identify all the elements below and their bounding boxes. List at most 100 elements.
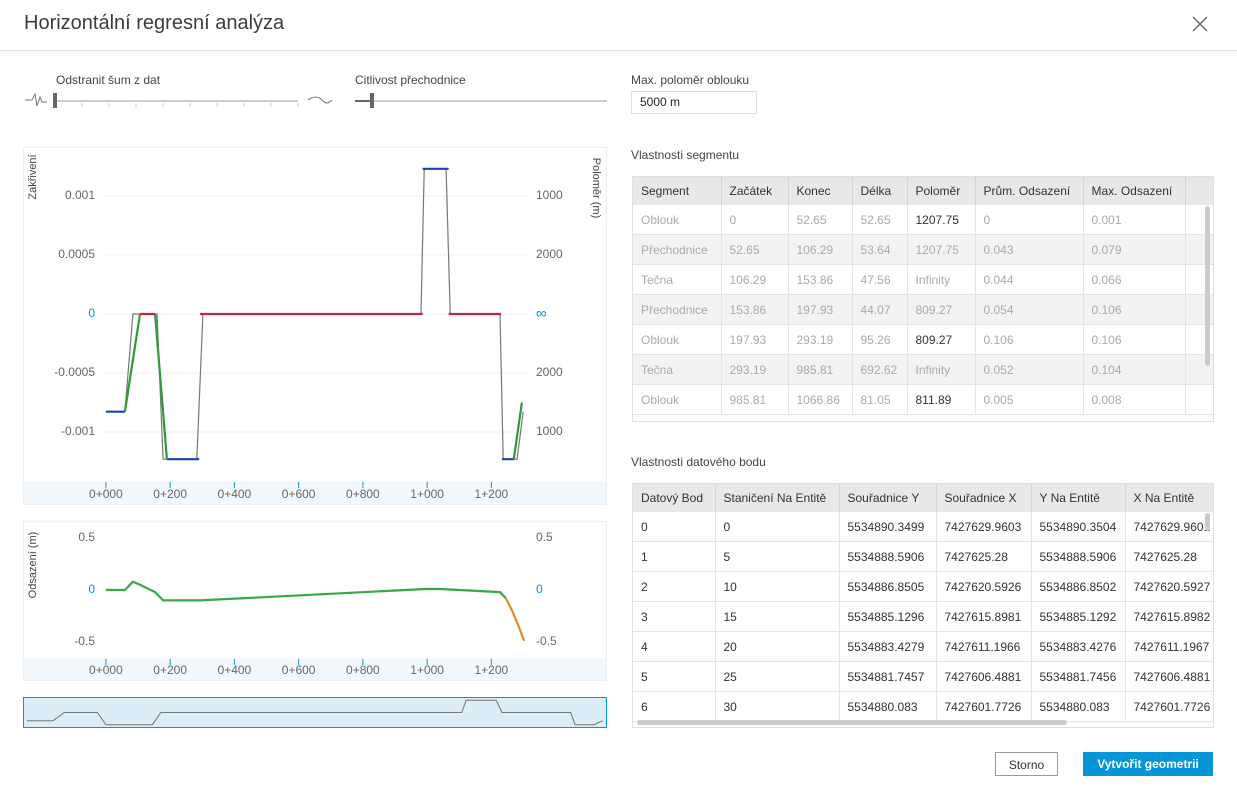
- table-row[interactable]: Tečna 106.29 153.86 47.56 Infinity 0.044 0.066: [633, 264, 1213, 295]
- table-cell: 0.079: [1083, 234, 1186, 265]
- y2-tick-label: -0.5: [536, 634, 557, 648]
- table-cell: 4: [633, 631, 716, 662]
- table-cell: 7427629.9603: [936, 512, 1032, 542]
- y-tick-label: -0.5: [74, 634, 95, 648]
- segments-table-wrap: Segment Začátek Konec Délka Poloměr Prům. Ods…: [632, 176, 1214, 422]
- table-cell: 95.26: [852, 324, 908, 355]
- table-cell: 5534880.083: [1031, 691, 1126, 722]
- table-cell: 5534886.8505: [839, 571, 937, 602]
- table-cell: 197.93: [788, 294, 853, 325]
- table-cell: 5534885.1292: [1031, 601, 1126, 632]
- table-cell: 1066.86: [788, 384, 853, 415]
- table-cell: 7427615.8982: [1125, 601, 1213, 632]
- table-cell: 7427620.5927: [1125, 571, 1213, 602]
- table-cell: 809.27: [907, 324, 976, 355]
- offset-axis-band: [24, 658, 606, 680]
- table-cell: 0: [975, 205, 1084, 235]
- table-cell: 5534883.4279: [839, 631, 937, 662]
- table-row[interactable]: 1 5 5534888.5906 7427625.28 5534888.5906 7427…: [633, 541, 1213, 572]
- y-tick-label: 0.0005: [58, 247, 95, 261]
- table-row[interactable]: Oblouk 197.93 293.19 95.26 809.27 0.106 0.106: [633, 324, 1213, 355]
- table-cell: 47.56: [852, 264, 908, 295]
- create-button[interactable]: Vytvořit geometrii: [1083, 752, 1213, 776]
- table-cell: 0.001: [1083, 205, 1186, 235]
- transition-slider-handle[interactable]: [370, 93, 374, 108]
- close-icon: [1192, 16, 1208, 32]
- table-cell: 0: [721, 205, 789, 235]
- overview-line: [27, 699, 603, 726]
- table-cell: 10: [715, 571, 840, 602]
- table-cell: 7427606.4881: [936, 661, 1032, 692]
- table-cell: 0.106: [975, 324, 1084, 355]
- table-cell: 106.29: [788, 234, 853, 265]
- table-row[interactable]: 3 15 5534885.1296 7427615.8981 5534885.1292 7…: [633, 601, 1213, 632]
- table-cell: 30: [715, 691, 840, 722]
- x-tick-label: 0+200: [153, 487, 187, 501]
- close-button[interactable]: [1190, 14, 1210, 34]
- table-row[interactable]: Přechodnice 153.86 197.93 44.07 809.27 0.054 0…: [633, 294, 1213, 325]
- series-line: [105, 580, 507, 602]
- noise-slider-handle[interactable]: [53, 93, 57, 108]
- table-cell: 7427601.7726: [1125, 691, 1213, 722]
- points-table: Datový Bod Staničení Na Entitě Souřadnice …: [633, 484, 1213, 722]
- table-cell: 5534885.1296: [839, 601, 937, 632]
- x-tick-label: 0+600: [282, 487, 316, 501]
- x-tick-label: 1+000: [410, 663, 444, 677]
- column-header: Prům. Odsazení: [975, 177, 1084, 205]
- x-tick-label: 0+800: [346, 487, 380, 501]
- y2-tick-label: 0.5: [536, 530, 553, 544]
- table-cell: 293.19: [788, 324, 853, 355]
- noise-slider-ticks: [54, 103, 299, 107]
- radius-label: Max. poloměr oblouku: [631, 73, 750, 87]
- table-cell: 7427606.4881: [1125, 661, 1213, 692]
- y2-tick-label: 2000: [536, 365, 563, 379]
- table-cell: 5534881.7457: [839, 661, 937, 692]
- points-v-scrollbar[interactable]: [1205, 513, 1210, 531]
- curvature-axis-band: [24, 481, 606, 504]
- table-row[interactable]: 6 30 5534880.083 7427601.7726 5534880.083 742…: [633, 691, 1213, 722]
- table-row[interactable]: Oblouk 985.81 1066.86 81.05 811.89 0.005 0.008: [633, 384, 1213, 415]
- cancel-button[interactable]: Storno: [995, 752, 1058, 776]
- points-table-wrap: Datový Bod Staničení Na Entitě Souřadnice …: [632, 483, 1214, 728]
- points-h-scrollbar[interactable]: [637, 720, 1067, 725]
- table-row[interactable]: 0 0 5534890.3499 7427629.9603 5534890.3504 74…: [633, 512, 1213, 542]
- table-cell: 985.81: [721, 384, 789, 415]
- x-tick-label: 1+200: [475, 487, 509, 501]
- table-row[interactable]: 2 10 5534886.8505 7427620.5926 5534886.8502 7…: [633, 571, 1213, 602]
- table-cell: 81.05: [852, 384, 908, 415]
- x-tick-label: 0+000: [89, 487, 123, 501]
- noise-label: Odstranit šum z dat: [56, 73, 161, 87]
- table-cell: 7427620.5926: [936, 571, 1032, 602]
- segments-scrollbar[interactable]: [1205, 206, 1210, 366]
- table-row[interactable]: 4 20 5534883.4279 7427611.1966 5534883.4276 7…: [633, 631, 1213, 662]
- table-cell: 809.27: [907, 294, 976, 325]
- table-cell: Infinity: [907, 264, 976, 295]
- y-axis-label: Zakřivení: [27, 154, 39, 199]
- table-row[interactable]: Tečna 293.19 985.81 692.62 Infinity 0.052 0.10…: [633, 354, 1213, 385]
- table-cell: 0.044: [975, 264, 1084, 295]
- table-row[interactable]: Přechodnice 52.65 106.29 53.64 1207.75 0.043 0…: [633, 234, 1213, 265]
- series-line: [105, 167, 514, 461]
- radius-input[interactable]: 5000 m: [631, 91, 757, 114]
- table-cell: 44.07: [852, 294, 908, 325]
- y2-tick-label: 1000: [536, 424, 563, 438]
- table-cell: 5534881.7456: [1031, 661, 1126, 692]
- table-cell: 0.052: [975, 354, 1084, 385]
- y-tick-label: -0.0005: [54, 365, 95, 379]
- table-cell: 0.106: [1083, 324, 1186, 355]
- column-header: Souřadnice X: [936, 484, 1032, 512]
- table-cell: 3: [633, 601, 716, 632]
- y2-tick-label: 2000: [536, 247, 563, 261]
- table-cell: 0.106: [1083, 294, 1186, 325]
- x-tick-label: 0+400: [218, 663, 252, 677]
- y2-tick-label: 0: [536, 582, 543, 596]
- table-row[interactable]: Oblouk 0 52.65 52.65 1207.75 0 0.001: [633, 205, 1213, 235]
- offset-chart-frame: [23, 521, 607, 681]
- table-row[interactable]: 5 25 5534881.7457 7427606.4881 5534881.7456 7…: [633, 661, 1213, 692]
- y-tick-label: 0: [88, 582, 95, 596]
- smooth-icon: [307, 96, 333, 104]
- table-cell: 52.65: [721, 234, 789, 265]
- table-cell: 7427629.9601: [1125, 512, 1213, 542]
- table-cell: 20: [715, 631, 840, 662]
